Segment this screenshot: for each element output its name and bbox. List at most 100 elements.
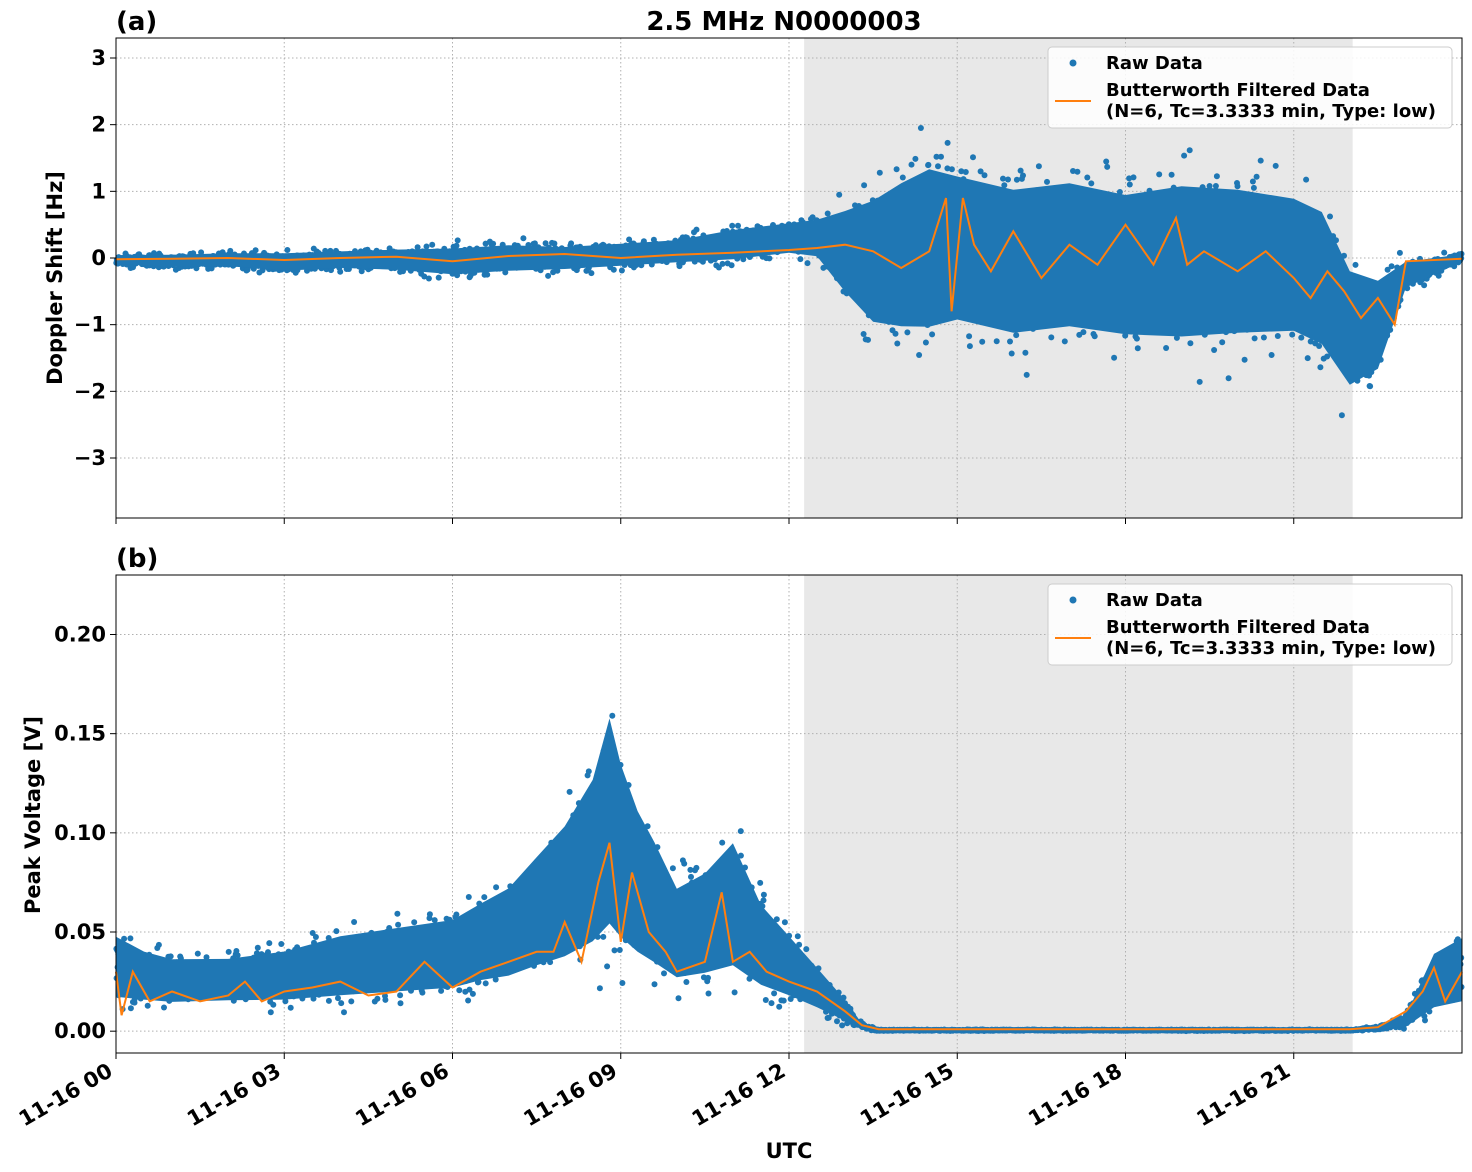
raw-data-point	[1035, 163, 1042, 170]
raw-data-point	[1212, 183, 1219, 189]
raw-data-point	[284, 247, 291, 253]
raw-data-point	[876, 169, 883, 176]
raw-data-point	[1173, 334, 1180, 341]
raw-data-point	[766, 255, 773, 262]
raw-data-point	[929, 331, 936, 338]
raw-data-point	[545, 272, 552, 279]
filtered-data-line	[115, 197, 1463, 328]
raw-data-point	[1307, 338, 1314, 345]
raw-data-point	[1303, 176, 1310, 183]
raw-data-point	[435, 274, 442, 281]
raw-data-point	[1186, 147, 1193, 154]
raw-data-point	[466, 986, 473, 993]
raw-data-point	[1317, 364, 1324, 371]
raw-data-point	[839, 1022, 846, 1029]
raw-data-point	[762, 997, 769, 1003]
raw-data-point	[1084, 174, 1091, 181]
raw-data-point	[1133, 335, 1140, 342]
raw-data-point	[912, 155, 919, 162]
legend-raw-marker	[1069, 59, 1077, 67]
raw-data-point	[1070, 168, 1076, 174]
raw-data-point	[1257, 157, 1264, 164]
raw-data-point	[481, 894, 488, 901]
raw-data-point	[944, 165, 951, 172]
raw-data-point	[804, 260, 811, 267]
raw-data-point	[865, 336, 871, 343]
raw-data-point	[834, 1018, 840, 1025]
raw-data-point	[382, 996, 389, 1003]
raw-data-point	[1104, 163, 1111, 170]
panel-a-label: (a)	[116, 7, 157, 37]
raw-data-point	[426, 911, 433, 918]
raw-data-point	[836, 191, 843, 198]
raw-data-point	[681, 860, 688, 867]
raw-data-point	[438, 987, 445, 994]
raw-data-point	[421, 273, 428, 280]
raw-data-point	[1388, 263, 1395, 270]
raw-data-point	[894, 340, 901, 347]
raw-data-point	[414, 244, 421, 251]
raw-data-point	[520, 235, 527, 242]
raw-data-point	[1111, 354, 1118, 361]
raw-data-point	[225, 948, 232, 955]
raw-data-point	[1005, 176, 1011, 183]
raw-data-point	[568, 240, 575, 247]
raw-data-point	[227, 247, 234, 254]
raw-data-point	[981, 172, 988, 179]
raw-data-point	[596, 985, 603, 992]
raw-data-point	[1048, 334, 1055, 341]
raw-data-point	[1020, 172, 1026, 179]
raw-data-point	[554, 267, 561, 274]
raw-data-point	[904, 329, 911, 336]
raw-data-point	[1080, 329, 1087, 336]
raw-data-point	[899, 174, 906, 181]
raw-data-point	[454, 237, 461, 244]
raw-data-point	[1324, 353, 1331, 360]
raw-data-point	[167, 953, 174, 960]
raw-data-point	[453, 242, 460, 249]
raw-data-point	[1268, 352, 1275, 358]
raw-data-point	[1289, 331, 1296, 338]
raw-data-point	[456, 987, 463, 994]
raw-data-point	[465, 997, 472, 1004]
raw-data-point	[1241, 356, 1248, 363]
raw-data-point	[1304, 355, 1311, 362]
raw-data-point	[809, 214, 816, 221]
raw-data-point	[394, 910, 401, 917]
raw-data-point	[337, 268, 344, 275]
raw-data-point	[1134, 345, 1141, 352]
raw-data-point	[566, 788, 573, 795]
raw-data-point	[551, 240, 558, 247]
y-tick-label: −3	[74, 446, 106, 470]
raw-data-point	[252, 247, 259, 254]
raw-data-point	[1061, 338, 1068, 345]
raw-data-point	[719, 839, 726, 846]
raw-data-point	[1225, 375, 1232, 382]
raw-data-point	[267, 1009, 274, 1016]
raw-data-point	[121, 935, 128, 942]
raw-data-point	[825, 1014, 832, 1021]
raw-data-point	[1249, 178, 1256, 185]
raw-data-point	[309, 930, 316, 936]
raw-data-point	[781, 919, 788, 926]
raw-data-point	[1234, 183, 1241, 190]
y-tick-label: 0	[91, 246, 106, 270]
raw-data-point	[737, 852, 744, 859]
raw-data-point	[611, 947, 618, 954]
panel-a-legend: Raw Data Butterworth Filtered Data (N=6,…	[1047, 46, 1453, 129]
raw-data-point	[938, 153, 944, 160]
raw-data-point	[916, 352, 923, 358]
raw-data-point	[705, 990, 712, 997]
raw-data-point	[1007, 338, 1013, 345]
raw-data-point	[1435, 272, 1442, 279]
raw-data-point	[693, 226, 700, 233]
raw-data-point	[425, 275, 432, 282]
raw-data-point	[155, 941, 162, 948]
raw-data-point	[962, 169, 969, 175]
raw-data-point	[1023, 371, 1030, 378]
raw-data-point	[705, 974, 711, 981]
raw-data-point	[333, 928, 340, 935]
raw-data-point	[1156, 171, 1163, 178]
raw-data-point	[693, 864, 700, 871]
